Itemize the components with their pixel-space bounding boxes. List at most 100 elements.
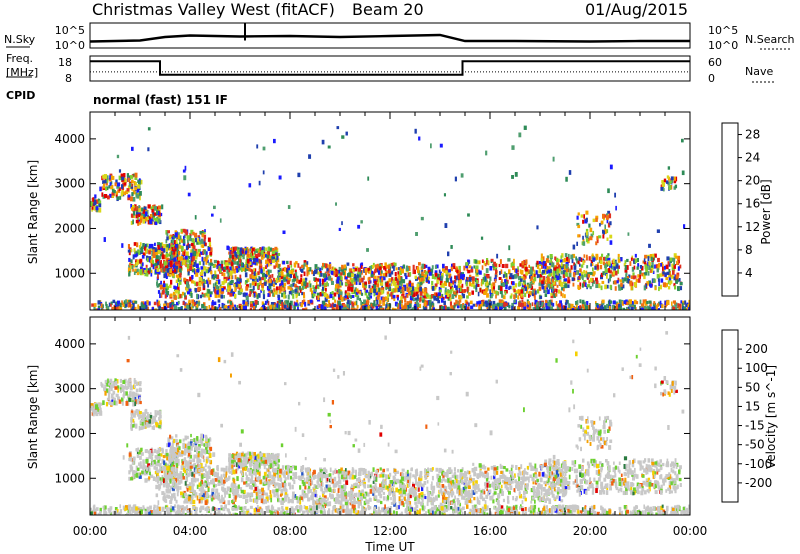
echo-cell [128,381,132,386]
echo-cell [158,425,161,429]
echo-cell [587,273,591,278]
echo-cell [637,278,641,283]
echo-cell [421,269,424,274]
echo-cell [351,301,354,305]
echo-cell [362,282,365,288]
echo-cell [401,305,405,310]
echo-cell [231,304,234,309]
echo-cell [150,262,153,268]
echo-cell [172,264,175,269]
echo-cell [603,230,605,235]
echo-cell [319,267,322,272]
echo-cell [378,299,382,305]
echo-cell [141,417,145,422]
echo-cell [486,259,489,265]
echo-cell [583,273,587,278]
echo-cell [494,278,497,283]
echo-cell [234,246,237,251]
echo-cell [409,295,412,301]
echo-cell [360,220,363,224]
echo-cell [544,293,548,297]
echo-cell [221,281,225,286]
echo-cell [501,264,505,268]
echo-cell [600,285,603,291]
echo-cell [580,271,583,276]
echo-cell [266,263,268,268]
echo-cell [253,257,256,263]
echo-cell [419,286,423,292]
echo-cell [130,393,132,398]
echo-cell [650,256,653,261]
echo-cell [614,286,617,291]
echo-cell [667,261,670,265]
echo-cell [666,300,670,305]
echo-cell [215,285,219,290]
echo-cell [669,281,672,286]
echo-cell [590,259,594,265]
echo-cell [197,453,200,458]
power-cbar-tick-label: 16 [745,197,760,211]
echo-cell [296,496,300,501]
echo-cell [108,401,110,405]
echo-cell [543,262,547,267]
echo-cell [177,454,179,459]
echo-cell [205,436,208,442]
echo-cell [132,474,135,479]
echo-cell [376,283,380,288]
echo-cell [284,276,288,282]
echo-cell [463,289,467,293]
echo-cell [123,391,126,396]
echo-cell [173,285,176,290]
echo-cell [312,472,315,477]
echo-cell [580,214,584,218]
echo-cell [358,280,362,286]
echo-cell [609,284,612,290]
echo-cell [148,465,151,469]
echo-cell [220,290,224,295]
echo-cell [167,262,170,268]
power-cbar-frame [721,122,739,297]
echo-cell [148,468,151,473]
echo-cell [579,299,582,304]
echo-cell [179,245,182,249]
echo-cell [173,240,176,245]
echo-cell [278,302,282,307]
echo-cell [312,271,315,277]
echo-cell [608,305,611,310]
echo-cell [586,265,589,269]
echo-cell [156,210,159,215]
echo-cell [624,265,628,270]
echo-cell [609,234,613,239]
echo-cell [381,307,385,310]
echo-cell [244,268,247,273]
echo-cell [323,292,327,297]
echo-cell [673,186,676,190]
echo-cell [388,272,392,277]
echo-cell [665,276,669,281]
echo-cell [644,306,647,310]
echo-cell [163,280,166,284]
echo-cell [561,253,564,258]
echo-cell [154,262,158,266]
echo-cell [485,303,488,308]
echo-cell [445,270,448,275]
echo-cell [280,275,284,280]
echo-cell [162,482,166,488]
echo-cell [148,258,152,263]
echo-cell [560,255,563,259]
echo-cell [566,256,569,261]
echo-cell [176,439,178,443]
echo-cell [182,241,186,246]
echo-cell [155,269,158,274]
echo-cell [187,443,191,449]
echo-cell [450,280,453,284]
echo-cell [396,303,399,308]
echo-cell [195,300,199,306]
echo-cell [98,410,100,415]
echo-cell [117,396,120,401]
echo-cell [559,275,562,280]
echo-cell [269,304,273,310]
echo-cell [206,449,209,455]
echo-cell [280,271,284,277]
echo-cell [261,246,265,252]
